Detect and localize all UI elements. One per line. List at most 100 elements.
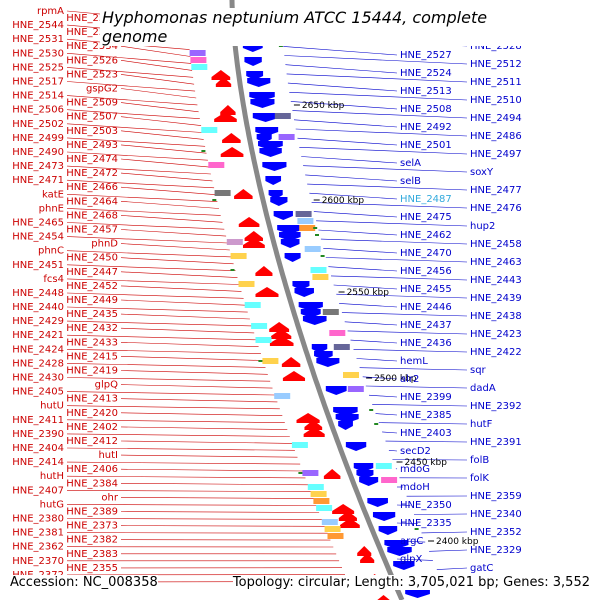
gene-label-right[interactable]: HNE_2423 [470, 329, 522, 340]
gene-label-right[interactable]: HNE_2340 [470, 509, 522, 520]
gene-label-right[interactable]: HNE_2437 [400, 320, 452, 331]
gene-label-right[interactable]: HNE_2527 [400, 50, 452, 61]
gene-label-left[interactable]: hutG [40, 499, 64, 510]
gene-label-right[interactable]: HNE_2392 [470, 401, 522, 412]
gene-label-right[interactable]: sqr [470, 365, 487, 376]
gene-label-left[interactable]: HNE_2525 [12, 62, 64, 73]
gene-label-left[interactable]: HNE_2414 [12, 457, 64, 468]
gene-label-left[interactable]: HNE_2380 [12, 514, 64, 525]
gene-label-left[interactable]: HNE_2472 [66, 168, 118, 179]
gene-label-left[interactable]: fcs4 [43, 274, 64, 285]
gene-label-right[interactable]: HNE_2497 [470, 149, 522, 160]
gene-label-right[interactable]: HNE_2487 [400, 194, 452, 205]
gene-label-right[interactable]: mdoG [400, 464, 430, 475]
gene-label-left[interactable]: HNE_2402 [66, 422, 118, 433]
gene-label-left[interactable]: HNE_2509 [66, 98, 118, 109]
gene-label-left[interactable]: HNE_2471 [12, 175, 64, 186]
gene-label-left[interactable]: HNE_2493 [66, 140, 118, 151]
gene-label-left[interactable]: glpQ [95, 380, 118, 391]
gene-label-left[interactable]: HNE_2373 [66, 521, 118, 532]
gene-label-left[interactable]: HNE_2429 [12, 316, 64, 327]
gene-label-left[interactable]: HNE_2451 [12, 260, 64, 271]
gene-label-left[interactable]: HNE_2507 [66, 112, 118, 123]
gene-label-left[interactable]: HNE_2499 [12, 133, 64, 144]
gene-label-right[interactable]: HNE_2528 [470, 41, 522, 52]
gene-label-left[interactable]: HNE_2383 [66, 549, 118, 560]
gene-label-right[interactable]: HNE_2477 [470, 185, 522, 196]
gene-label-right[interactable]: HNE_2436 [400, 338, 452, 349]
gene-label-left[interactable]: HNE_2412 [66, 436, 118, 447]
gene-label-right[interactable]: gatC [470, 563, 493, 574]
gene-label-right[interactable]: HNE_2456 [400, 266, 452, 277]
gene-label-left[interactable]: HNE_2530 [12, 48, 64, 59]
gene-label-left[interactable]: HNE_2526 [66, 55, 118, 66]
gene-label-right[interactable]: glpX [400, 554, 422, 565]
gene-label-left[interactable]: HNE_2406 [66, 464, 118, 475]
gene-label-left[interactable]: HNE_2523 [66, 69, 118, 80]
gene-label-left[interactable]: rpmA [37, 6, 64, 17]
gene-label-left[interactable]: hutH [40, 471, 64, 482]
gene-label-left[interactable]: HNE_2355 [66, 563, 118, 574]
gene-label-right[interactable]: HNE_2475 [400, 212, 452, 223]
gene-label-left[interactable]: HNE_2448 [12, 288, 64, 299]
gene-label-left[interactable]: phnC [38, 246, 64, 257]
gene-label-right[interactable]: folB [470, 455, 489, 466]
gene-label-left[interactable]: HNE_2424 [12, 344, 64, 355]
gene-label-right[interactable]: HNE_2524 [400, 68, 452, 79]
gene-label-right[interactable]: HNE_2512 [470, 59, 522, 70]
gene-label-right[interactable]: HNE_2501 [400, 140, 452, 151]
gene-label-left[interactable]: HNE_2473 [12, 161, 64, 172]
gene-label-left[interactable]: HNE_2421 [12, 330, 64, 341]
gene-label-right[interactable]: HNE_2463 [470, 257, 522, 268]
gene-label-right[interactable]: HNE_2422 [470, 347, 522, 358]
gene-label-left[interactable]: HNE_2381 [12, 528, 64, 539]
gene-label-right[interactable]: HNE_2458 [470, 239, 522, 250]
gene-label-left[interactable]: HNE_2514 [12, 91, 64, 102]
gene-label-left[interactable]: HNE_2503 [66, 126, 118, 137]
gene-label-left[interactable]: HNE_2536 [66, 27, 118, 38]
gene-label-left[interactable]: HNE_2452 [66, 281, 118, 292]
gene-label-right[interactable]: HNE_2399 [400, 392, 452, 403]
gene-label-left[interactable]: HNE_2450 [66, 253, 118, 264]
gene-label-left[interactable]: hutI [98, 450, 118, 461]
gene-label-left[interactable]: HNE_2474 [66, 154, 118, 165]
gene-label-left[interactable]: HNE_2413 [66, 394, 118, 405]
gene-label-left[interactable]: HNE_2420 [66, 408, 118, 419]
gene-label-left[interactable]: HNE_2534 [66, 41, 118, 52]
gene-label-left[interactable]: HNE_2454 [12, 232, 64, 243]
gene-label-left[interactable]: HNE_2517 [12, 77, 64, 88]
gene-label-left[interactable]: ohr [101, 492, 118, 503]
gene-label-left[interactable]: HNE_2407 [12, 485, 64, 496]
gene-label-left[interactable]: HNE_2554 [66, 13, 118, 24]
gene-label-left[interactable]: HNE_2447 [66, 267, 118, 278]
gene-label-right[interactable]: HNE_2494 [470, 113, 522, 124]
gene-label-left[interactable]: phnE [39, 203, 64, 214]
gene-label-right[interactable]: HNE_2446 [400, 302, 452, 313]
gene-label-right[interactable]: hemL [400, 356, 428, 367]
gene-label-left[interactable]: gspG2 [86, 84, 118, 95]
gene-label-right[interactable]: HNE_2403 [400, 428, 452, 439]
gene-label-right[interactable]: HNE_2508 [400, 104, 452, 115]
gene-label-left[interactable]: HNE_2411 [12, 415, 64, 426]
gene-label-left[interactable]: HNE_2428 [12, 358, 64, 369]
gene-label-left[interactable]: HNE_2440 [12, 302, 64, 313]
gene-label-left[interactable]: HNE_2404 [12, 443, 64, 454]
gene-label-right[interactable]: hutF [470, 419, 493, 430]
gene-label-right[interactable]: soxY [470, 167, 494, 178]
gene-label-left[interactable]: HNE_2449 [66, 295, 118, 306]
gene-label-right[interactable]: HNE_2329 [470, 545, 522, 556]
gene-label-right[interactable]: HNE_2385 [400, 410, 452, 421]
gene-label-left[interactable]: HNE_2415 [66, 351, 118, 362]
gene-label-right[interactable]: alr2 [400, 374, 419, 385]
gene-label-right[interactable]: HNE_2455 [400, 284, 452, 295]
gene-label-right[interactable]: dadA [470, 383, 496, 394]
gene-label-left[interactable]: HNE_2465 [12, 218, 64, 229]
gene-label-left[interactable]: HNE_2433 [66, 337, 118, 348]
gene-label-right[interactable]: HNE_2443 [470, 275, 522, 286]
gene-label-left[interactable]: HNE_2464 [66, 196, 118, 207]
gene-label-left[interactable]: HNE_2382 [66, 535, 118, 546]
gene-label-left[interactable]: HNE_2430 [12, 373, 64, 384]
gene-label-right[interactable]: HNE_2486 [470, 131, 522, 142]
gene-label-right[interactable]: hup2 [470, 221, 495, 232]
gene-label-left[interactable]: HNE_2531 [12, 34, 64, 45]
